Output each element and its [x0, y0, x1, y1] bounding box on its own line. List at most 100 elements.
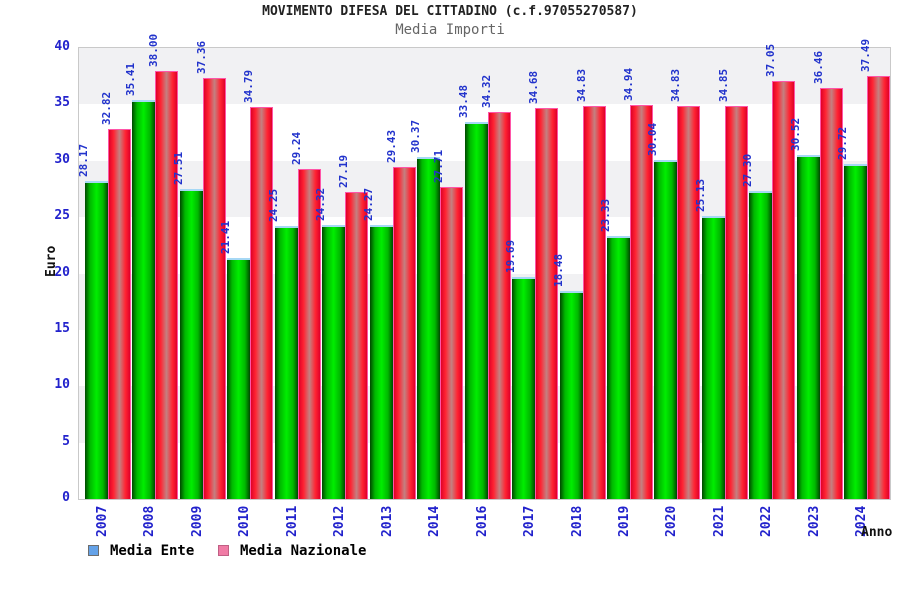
- bar-media-ente-2021: [701, 215, 725, 499]
- legend-label-media-ente: Media Ente: [110, 543, 195, 559]
- bar-media-nazionale-2018: [582, 106, 606, 499]
- value-label-media-ente-2013: 24.27: [361, 188, 375, 222]
- bar-media-nazionale-2009: [202, 77, 226, 499]
- legend-swatch-media-ente: [88, 545, 99, 556]
- bar-media-nazionale-2017: [535, 107, 559, 499]
- bar-media-ente-2020: [654, 160, 678, 499]
- x-tick-label-2017: 2017: [522, 505, 538, 537]
- bar-media-ente-2011: [274, 225, 298, 499]
- y-tick-label: 25: [54, 208, 70, 224]
- bar-media-ente-2010: [227, 257, 251, 499]
- value-label-media-ente-2012: 24.32: [314, 187, 328, 221]
- chart-title: MOVIMENTO DIFESA DEL CITTADINO (c.f.9705…: [262, 4, 638, 19]
- value-label-media-ente-2018: 18.48: [551, 253, 565, 287]
- x-tick-label-2010: 2010: [237, 505, 253, 537]
- legend: Media Ente Media Nazionale: [0, 540, 900, 562]
- bar-media-nazionale-2021: [724, 106, 748, 499]
- x-tick-label-2014: 2014: [427, 505, 443, 537]
- bar-media-nazionale-2012: [345, 192, 369, 499]
- bar-media-ente-2022: [749, 191, 773, 499]
- bar-media-ente-2008: [132, 99, 156, 499]
- x-tick-label-2021: 2021: [711, 505, 727, 537]
- bar-media-nazionale-2011: [297, 169, 321, 499]
- x-tick-label-2013: 2013: [379, 505, 395, 537]
- bar-media-ente-2007: [85, 181, 108, 499]
- x-tick-label-2011: 2011: [284, 505, 300, 537]
- value-label-media-nazionale-2023: 36.46: [811, 50, 825, 84]
- value-label-media-nazionale-2017: 34.68: [527, 70, 541, 104]
- bar-media-nazionale-2019: [629, 105, 653, 499]
- value-label-media-ente-2023: 30.52: [788, 117, 802, 151]
- value-label-media-nazionale-2018: 34.83: [574, 69, 588, 103]
- x-tick-label-2019: 2019: [616, 505, 632, 537]
- bar-media-ente-2016: [464, 121, 488, 499]
- value-label-media-nazionale-2013: 29.43: [384, 130, 398, 164]
- bar-media-nazionale-2022: [772, 81, 796, 499]
- bar-media-nazionale-2020: [677, 106, 701, 499]
- x-tick-label-2022: 2022: [759, 505, 775, 537]
- value-label-media-ente-2017: 19.69: [504, 239, 518, 273]
- y-tick-label: 10: [54, 377, 70, 393]
- x-tick-label-2007: 2007: [95, 505, 110, 537]
- bar-media-nazionale-2023: [819, 87, 843, 499]
- bar-media-nazionale-2008: [155, 70, 179, 499]
- value-label-media-nazionale-2019: 34.94: [621, 67, 635, 102]
- value-label-media-nazionale-2016: 34.32: [479, 74, 493, 109]
- bar-media-nazionale-2016: [487, 112, 511, 499]
- x-axis-title: Anno: [861, 525, 893, 540]
- bar-media-nazionale-2014: [440, 186, 464, 499]
- y-tick-label: 15: [54, 320, 70, 336]
- value-label-media-nazionale-2024: 37.49: [859, 39, 873, 73]
- value-label-media-ente-2022: 27.30: [741, 154, 755, 188]
- x-tick-label-2012: 2012: [332, 505, 348, 537]
- value-label-media-ente-2007: 28.17: [77, 144, 90, 178]
- value-label-media-nazionale-2010: 34.79: [242, 69, 256, 103]
- value-label-media-nazionale-2012: 27.19: [337, 155, 351, 189]
- bar-media-nazionale-2024: [867, 76, 891, 499]
- value-label-media-ente-2010: 21.41: [219, 220, 233, 254]
- y-tick-label: 20: [54, 264, 70, 280]
- x-tick-label-2008: 2008: [142, 505, 158, 537]
- value-label-media-nazionale-2008: 38.00: [147, 33, 161, 67]
- legend-swatch-media-nazionale: [218, 545, 229, 556]
- legend-label-media-nazionale: Media Nazionale: [240, 543, 367, 559]
- bar-media-ente-2012: [322, 224, 346, 499]
- y-tick-label: 40: [54, 39, 70, 54]
- value-label-media-ente-2011: 24.25: [266, 188, 280, 222]
- bar-media-ente-2024: [844, 163, 868, 499]
- bar-media-ente-2019: [606, 235, 630, 499]
- value-label-media-nazionale-2009: 37.36: [194, 40, 208, 74]
- value-label-media-ente-2008: 35.41: [124, 62, 138, 96]
- y-tick-label: 30: [54, 151, 70, 167]
- bar-media-nazionale-2010: [250, 106, 274, 499]
- x-tick-label-2016: 2016: [474, 505, 490, 537]
- bar-media-ente-2017: [512, 277, 536, 499]
- value-label-media-nazionale-2020: 34.83: [669, 69, 683, 103]
- bar-media-ente-2023: [796, 154, 820, 499]
- value-label-media-ente-2020: 30.04: [646, 123, 660, 157]
- x-tick-label-2009: 2009: [189, 505, 205, 537]
- x-tick-label-2020: 2020: [664, 505, 680, 537]
- x-tick-label-2018: 2018: [569, 505, 585, 537]
- bar-media-ente-2018: [559, 290, 583, 499]
- value-label-media-ente-2024: 29.72: [836, 126, 850, 160]
- y-tick-label: 35: [54, 95, 70, 111]
- y-tick-label: 5: [62, 433, 70, 449]
- x-tick-label-2023: 2023: [806, 505, 822, 537]
- value-label-media-ente-2021: 25.13: [693, 178, 707, 212]
- bar-media-nazionale-2007: [108, 128, 131, 499]
- value-label-media-nazionale-2014: 27.71: [432, 149, 446, 183]
- chart-subtitle: Media Importi: [395, 22, 505, 38]
- bar-media-ente-2009: [179, 188, 203, 499]
- value-label-media-nazionale-2022: 37.05: [764, 44, 778, 78]
- bar-media-ente-2013: [369, 225, 393, 499]
- value-label-media-ente-2019: 23.33: [598, 198, 612, 232]
- value-label-media-ente-2016: 33.48: [456, 84, 470, 118]
- value-label-media-nazionale-2021: 34.85: [716, 68, 730, 103]
- value-label-media-nazionale-2007: 32.82: [100, 91, 113, 125]
- value-label-media-ente-2009: 27.51: [171, 151, 185, 185]
- plot-area: 28.17 32.82 35.41 38.00 27.51 37.36 21.41 34.79…: [77, 33, 891, 500]
- value-label-media-nazionale-2011: 29.24: [289, 132, 303, 166]
- bar-media-nazionale-2013: [392, 167, 416, 499]
